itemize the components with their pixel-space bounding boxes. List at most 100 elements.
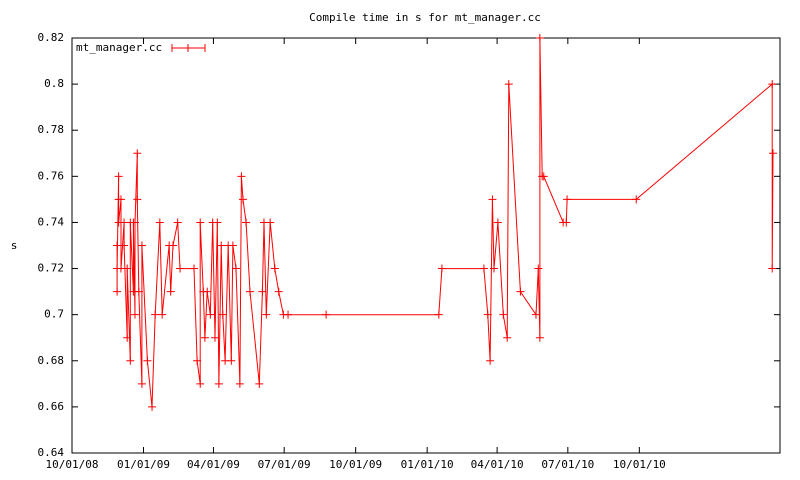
point-marker [534,264,543,273]
y-tick-label: 0.82 [38,31,65,44]
x-tick-label: 10/01/09 [329,458,382,471]
point-marker [176,264,185,273]
point-marker [116,195,125,204]
x-tick-label: 01/01/09 [117,458,170,471]
y-tick-label: 0.74 [38,215,65,228]
point-marker [217,241,226,250]
point-marker [196,218,205,227]
point-marker [562,218,571,227]
point-marker [113,241,122,250]
point-marker [133,195,142,204]
point-marker [137,379,146,388]
point-marker [632,195,641,204]
x-tick-label: 07/01/10 [541,458,594,471]
point-marker [133,149,142,158]
y-tick-label: 0.78 [38,123,65,136]
point-marker [242,218,251,227]
x-tick-label: 10/01/10 [613,458,666,471]
point-marker [486,356,495,365]
point-marker [210,333,219,342]
point-marker [130,310,139,319]
y-axis-label: s [11,239,18,252]
point-marker [214,379,223,388]
point-marker [190,264,199,273]
y-tick-label: 0.76 [38,169,65,182]
point-marker [120,241,129,250]
point-marker [437,264,446,273]
point-marker [237,172,246,181]
point-marker [218,310,227,319]
point-marker [227,356,236,365]
point-marker [504,80,513,89]
point-marker [113,287,122,296]
y-tick-label: 0.7 [44,308,64,321]
point-marker [768,80,777,89]
point-marker [563,195,572,204]
plot-frame [71,37,781,454]
point-marker [493,218,502,227]
point-marker [123,333,132,342]
point-marker [284,310,293,319]
point-marker [123,264,132,273]
point-marker [499,310,508,319]
point-marker [114,172,123,181]
point-marker [479,264,488,273]
point-marker [488,195,497,204]
point-marker [769,149,778,158]
y-tick-label: 0.66 [38,400,65,413]
point-marker [322,310,331,319]
point-marker [235,379,244,388]
point-marker [516,287,525,296]
point-marker [169,241,178,250]
legend-swatch [171,44,206,52]
point-marker [196,379,205,388]
point-marker [262,310,271,319]
point-marker [200,333,209,342]
point-marker [213,218,222,227]
y-tick-label: 0.8 [44,77,64,90]
point-marker [483,310,492,319]
point-marker [238,195,247,204]
x-tick-label: 10/01/08 [46,458,99,471]
y-tick-label: 0.68 [38,354,65,367]
point-marker [768,264,777,273]
legend-label: mt_manager.cc [76,41,162,54]
point-marker [137,241,146,250]
point-marker [255,379,264,388]
point-marker [535,333,544,342]
point-marker [158,310,167,319]
point-marker [231,264,240,273]
point-marker [258,287,267,296]
point-marker [535,34,544,42]
chart-title: Compile time in s for mt_manager.cc [309,11,541,24]
point-marker [148,402,157,411]
x-tick-label: 01/01/10 [401,458,454,471]
point-marker [203,287,212,296]
point-marker [126,356,135,365]
point-marker [130,218,139,227]
point-marker [245,287,254,296]
point-marker [151,310,160,319]
point-marker [490,264,499,273]
y-tick-label: 0.72 [38,262,65,275]
point-marker [155,218,164,227]
point-marker [193,356,202,365]
point-marker [270,264,279,273]
point-marker [503,333,512,342]
point-marker [206,310,215,319]
point-marker [143,356,152,365]
point-marker [266,218,275,227]
point-marker [173,218,182,227]
point-marker [274,287,283,296]
point-marker [134,287,143,296]
point-marker [166,287,175,296]
y-tick-label: 0.64 [38,446,65,459]
point-marker [228,241,237,250]
point-marker [434,310,443,319]
x-tick-label: 04/01/09 [187,458,240,471]
point-marker [539,172,548,181]
x-tick-label: 04/01/10 [471,458,524,471]
point-marker [531,310,540,319]
x-tick-label: 07/01/09 [258,458,311,471]
